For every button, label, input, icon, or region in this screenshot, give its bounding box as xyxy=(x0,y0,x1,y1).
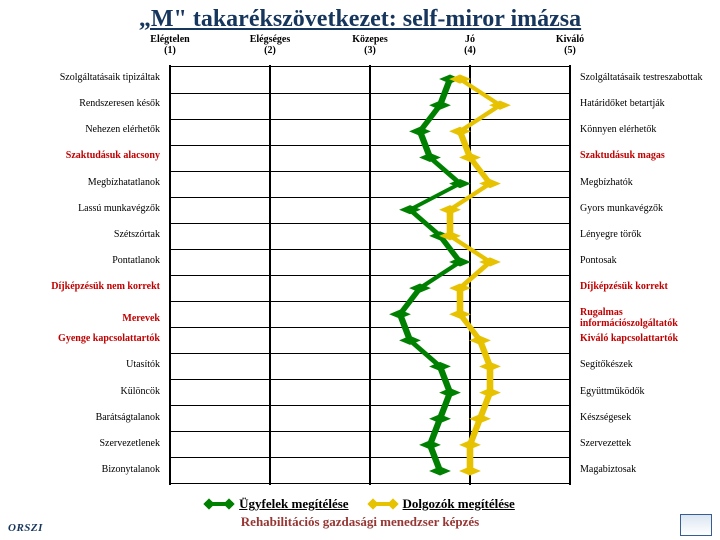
attribute-row: Szétszórtak Lényegre törők xyxy=(0,229,720,240)
right-label: Pontosak xyxy=(572,255,720,266)
left-label: Díjképzésük nem korrekt xyxy=(0,281,168,292)
left-label: Lassú munkavégzők xyxy=(0,203,168,214)
attribute-row: Rendszeresen késők Határidőket betartják xyxy=(0,98,720,109)
col-label: Közepes xyxy=(352,34,388,45)
right-label: Megbízhatók xyxy=(572,177,720,188)
column-header: Kiváló(5) xyxy=(530,34,610,56)
attribute-row: Barátságtalanok Készségesek xyxy=(0,412,720,423)
left-label: Pontatlanok xyxy=(0,255,168,266)
right-label: Lényegre törők xyxy=(572,229,720,240)
col-label: Jó xyxy=(465,34,475,45)
left-label: Merevek xyxy=(0,313,168,324)
column-header: Közepes(3) xyxy=(330,34,410,56)
right-label: Határidőket betartják xyxy=(572,98,720,109)
col-num: (4) xyxy=(464,45,476,56)
page-title: „M" takarékszövetkezet: self-miror imázs… xyxy=(0,0,720,35)
right-label: Együttműködők xyxy=(572,386,720,397)
left-label: Különcök xyxy=(0,386,168,397)
attribute-row: Szaktudásuk alacsony Szaktudásuk magas xyxy=(0,150,720,161)
attribute-row: Nehezen elérhetők Könnyen elérhetők xyxy=(0,124,720,135)
right-label: Gyors munkavégzők xyxy=(572,203,720,214)
left-label: Nehezen elérhetők xyxy=(0,124,168,135)
right-label: Magabiztosak xyxy=(572,464,720,475)
right-label: Rugalmas információszolgáltatók xyxy=(572,307,720,329)
logo-left: ORSZI xyxy=(8,522,43,534)
left-label: Szaktudásuk alacsony xyxy=(0,150,168,161)
col-num: (5) xyxy=(564,45,576,56)
attribute-row: Merevek Rugalmas információszolgáltatók xyxy=(0,307,720,329)
legend-swatch xyxy=(369,502,397,506)
left-label: Utasítók xyxy=(0,359,168,370)
legend-item: Ügyfelek megítélése xyxy=(205,496,348,512)
legend-item: Dolgozók megítélése xyxy=(369,496,515,512)
attribute-row: Megbízhatatlanok Megbízhatók xyxy=(0,177,720,188)
attribute-row: Pontatlanok Pontosak xyxy=(0,255,720,266)
row-labels: Szolgáltatásaik tipizáltak Szolgáltatásai… xyxy=(0,66,720,484)
col-num: (2) xyxy=(264,45,276,56)
left-label: Barátságtalanok xyxy=(0,412,168,423)
right-label: Kiváló kapcsolattartók xyxy=(572,333,720,344)
attribute-row: Szervezetlenek Szervezettek xyxy=(0,438,720,449)
attribute-row: Gyenge kapcsolattartók Kiváló kapcsolatta… xyxy=(0,333,720,344)
column-header: Elégséges(2) xyxy=(230,34,310,56)
logo-right-icon xyxy=(680,514,712,536)
col-label: Elégséges xyxy=(250,34,291,45)
footer-text: Rehabilitációs gazdasági menedzser képzé… xyxy=(0,514,720,530)
attribute-row: Díjképzésük nem korrekt Díjképzésük korre… xyxy=(0,281,720,292)
left-label: Bizonytalanok xyxy=(0,464,168,475)
semantic-differential-chart: Elégtelen(1) Elégséges(2) Közepes(3) Jó(4) K… xyxy=(0,34,720,510)
right-label: Segítőkészek xyxy=(572,359,720,370)
left-label: Szervezetlenek xyxy=(0,438,168,449)
legend-swatch xyxy=(205,502,233,506)
left-label: Szétszórtak xyxy=(0,229,168,240)
attribute-row: Utasítók Segítőkészek xyxy=(0,359,720,370)
legend-label: Dolgozók megítélése xyxy=(403,496,515,512)
column-header: Elégtelen(1) xyxy=(130,34,210,56)
right-label: Szervezettek xyxy=(572,438,720,449)
col-num: (1) xyxy=(164,45,176,56)
column-header: Jó(4) xyxy=(430,34,510,56)
right-label: Szaktudásuk magas xyxy=(572,150,720,161)
col-label: Kiváló xyxy=(556,34,584,45)
left-label: Megbízhatatlanok xyxy=(0,177,168,188)
right-label: Könnyen elérhetők xyxy=(572,124,720,135)
legend-label: Ügyfelek megítélése xyxy=(239,496,348,512)
col-label: Elégtelen xyxy=(150,34,189,45)
attribute-row: Szolgáltatásaik tipizáltak Szolgáltatásai… xyxy=(0,72,720,83)
left-label: Rendszeresen késők xyxy=(0,98,168,109)
legend: Ügyfelek megítélése Dolgozók megítélése xyxy=(0,494,720,512)
left-label: Szolgáltatásaik tipizáltak xyxy=(0,72,168,83)
attribute-row: Különcök Együttműködők xyxy=(0,386,720,397)
col-num: (3) xyxy=(364,45,376,56)
right-label: Készségesek xyxy=(572,412,720,423)
right-label: Szolgáltatásaik testreszabottak xyxy=(572,72,720,83)
attribute-row: Lassú munkavégzők Gyors munkavégzők xyxy=(0,203,720,214)
left-label: Gyenge kapcsolattartók xyxy=(0,333,168,344)
attribute-row: Bizonytalanok Magabiztosak xyxy=(0,464,720,475)
right-label: Díjképzésük korrekt xyxy=(572,281,720,292)
column-headers: Elégtelen(1)Elégséges(2)Közepes(3)Jó(4)K… xyxy=(170,34,570,64)
